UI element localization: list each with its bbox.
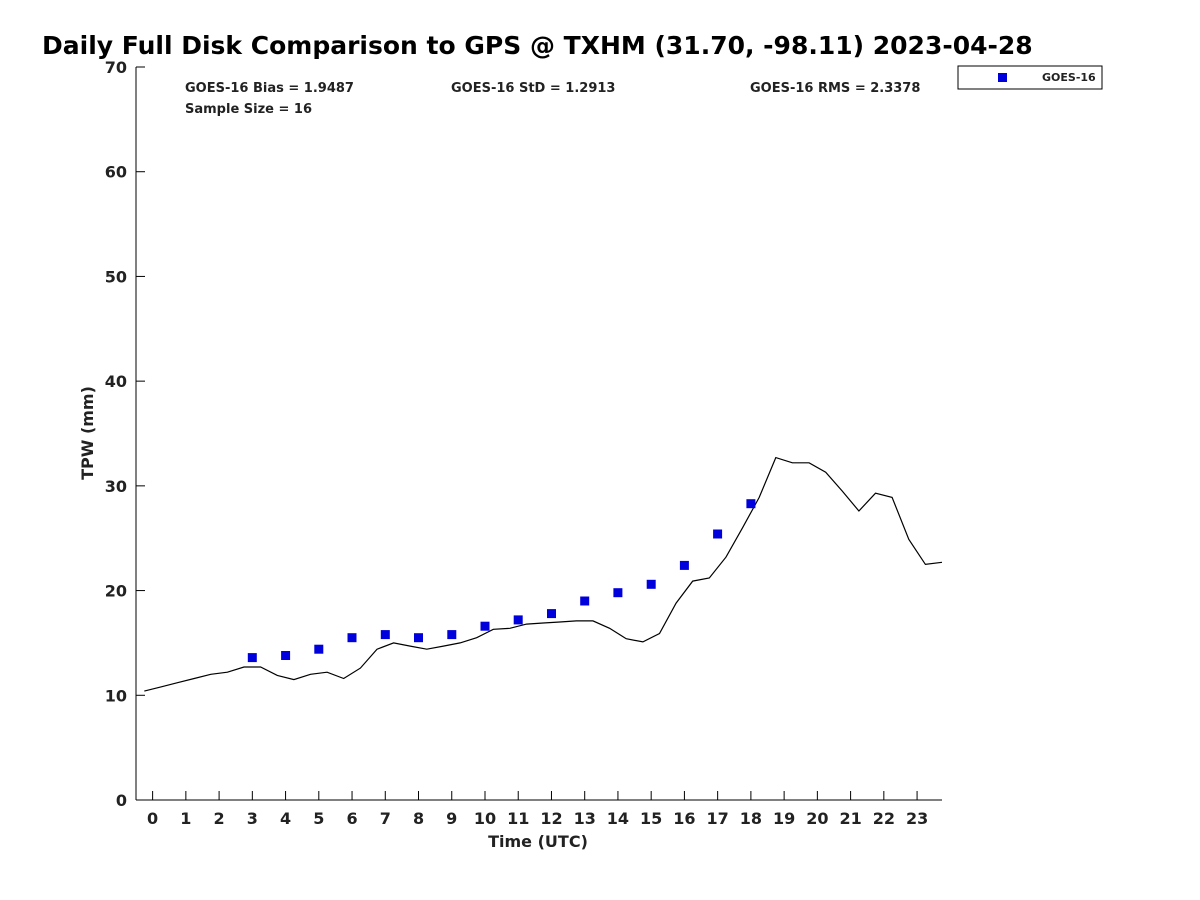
std-stat: GOES-16 StD = 1.2913 [451,81,615,96]
legend: GOES-16 [957,65,1103,90]
goes16-point [447,630,457,640]
y-tick-label: 10 [105,686,127,705]
y-tick-label: 30 [105,477,127,496]
goes16-point [513,615,523,625]
x-tick-label: 18 [740,809,762,828]
x-tick-label: 16 [673,809,695,828]
gps-line [144,456,943,692]
goes16-point [414,633,423,643]
chart-title: Daily Full Disk Comparison to GPS @ TXHM… [42,31,1033,60]
x-tick-label: 14 [607,809,629,828]
x-tick-label: 0 [147,809,158,828]
x-tick-label: 7 [380,809,391,828]
goes16-point [679,560,689,570]
goes16-point [347,633,357,643]
plot-area [144,456,943,692]
goes16-point [480,621,490,631]
x-tick-label: 8 [413,809,424,828]
goes16-point [613,588,623,598]
x-tick-label: 17 [707,809,729,828]
goes16-point [580,596,590,606]
y-tick-label: 0 [116,791,127,810]
x-tick-label: 11 [507,809,529,828]
goes16-point [646,579,656,589]
x-tick-label: 6 [346,809,357,828]
goes16-point [713,529,723,539]
y-tick-label: 60 [105,163,127,182]
x-tick-label: 3 [247,809,258,828]
x-tick-label: 15 [640,809,662,828]
y-tick-label: 40 [105,372,127,391]
x-tick-label: 20 [806,809,828,828]
y-tick-label: 20 [105,582,127,601]
legend-box [957,65,1103,90]
x-tick-label: 21 [839,809,861,828]
goes16-point [746,499,756,509]
goes16-point [247,653,257,663]
x-tick-label: 2 [214,809,225,828]
x-tick-label: 4 [280,809,291,828]
rms-stat: GOES-16 RMS = 2.3378 [750,81,920,96]
x-tick-label: 10 [474,809,496,828]
x-tick-label: 5 [313,809,324,828]
bias-stat: GOES-16 Bias = 1.9487 [185,81,354,96]
x-tick-label: 19 [773,809,795,828]
x-tick-label: 12 [540,809,562,828]
goes16-point [281,651,291,660]
x-axis: 0 1 2 3 4 5 6 7 8 9 10 11 12 13 14 15 16 17 18 19 20 21 22 23 [136,791,942,828]
goes16-point [314,644,324,654]
sample-size-stat: Sample Size = 16 [185,102,312,117]
goes16-point [380,630,390,640]
goes16-point [547,609,556,619]
legend-label: GOES-16 [1042,71,1096,84]
y-tick-label: 70 [105,58,127,77]
y-tick-label: 50 [105,267,127,286]
x-axis-label: Time (UTC) [488,832,588,851]
y-axis-label: TPW (mm) [78,386,97,480]
x-tick-label: 23 [906,809,928,828]
x-tick-label: 1 [180,809,191,828]
x-tick-label: 22 [873,809,895,828]
y-axis: 0 10 20 30 40 50 60 70 [105,58,145,810]
legend-marker [998,73,1007,82]
x-tick-label: 9 [446,809,457,828]
x-tick-label: 13 [574,809,596,828]
